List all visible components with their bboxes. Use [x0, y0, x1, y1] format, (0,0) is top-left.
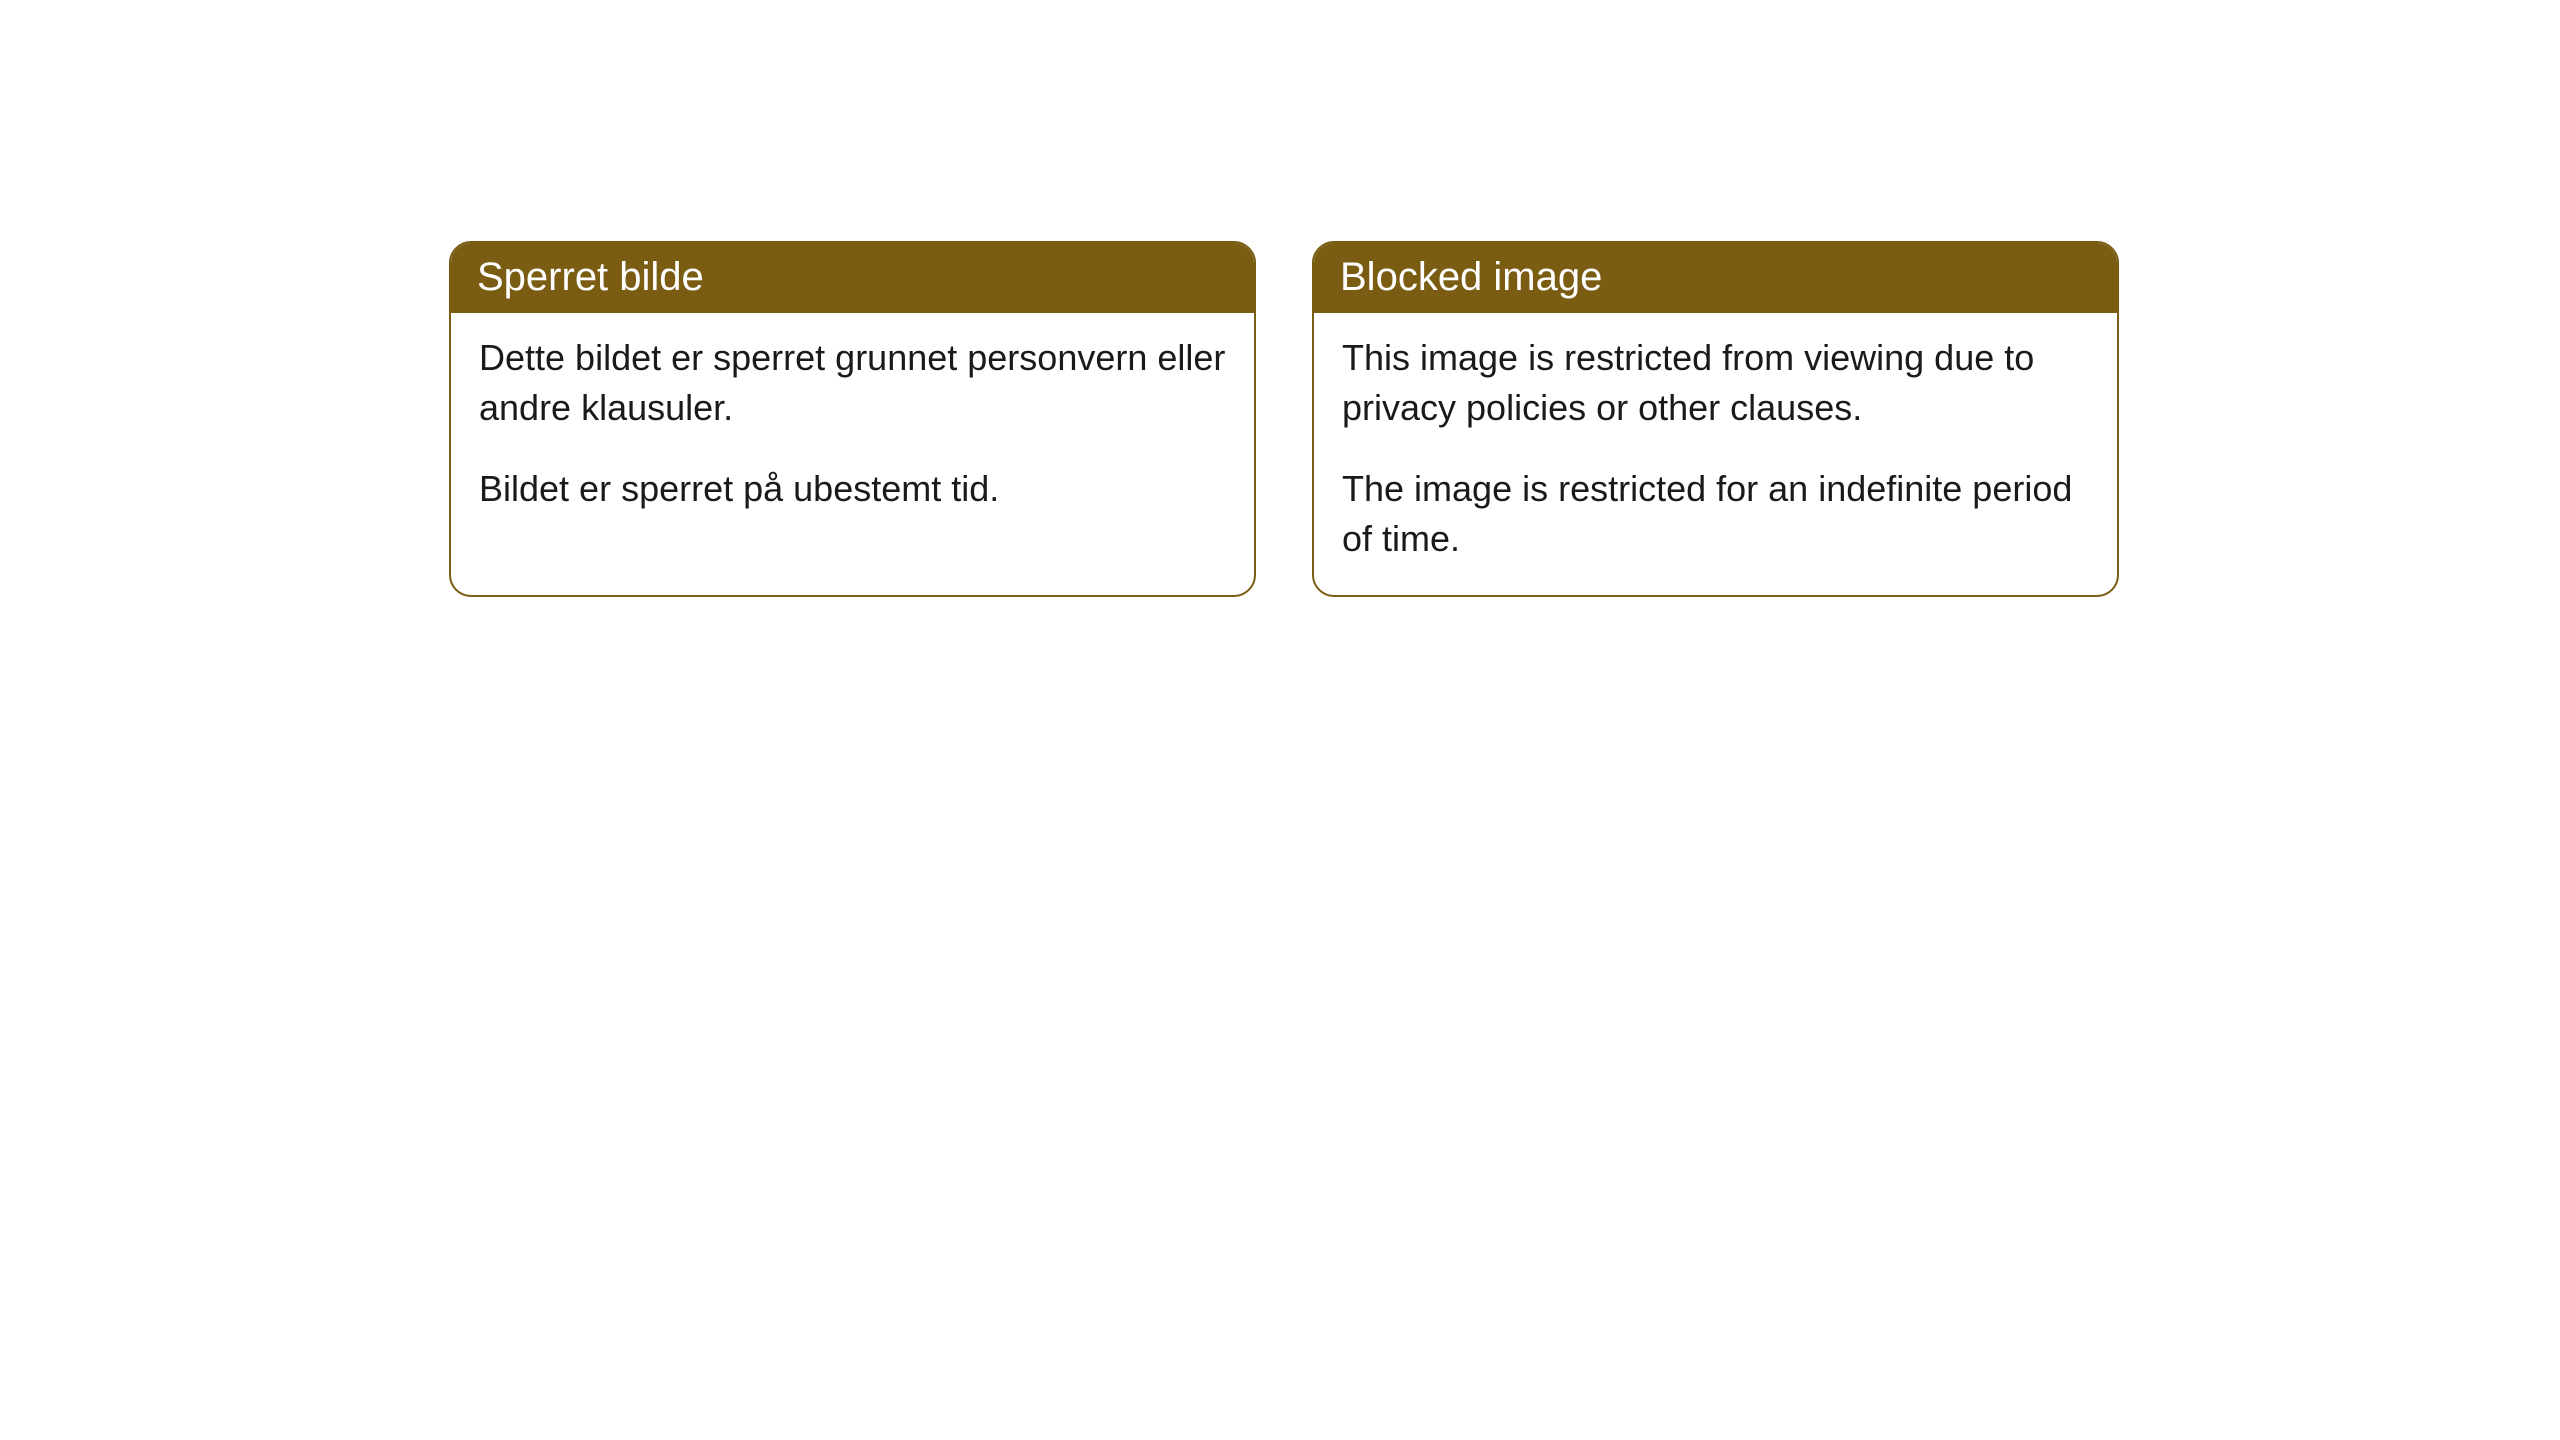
- card-title: Sperret bilde: [477, 255, 704, 299]
- card-paragraph: This image is restricted from viewing du…: [1342, 333, 2089, 434]
- cards-container: Sperret bilde Dette bildet er sperret gr…: [449, 241, 2119, 597]
- blocked-image-card-english: Blocked image This image is restricted f…: [1312, 241, 2119, 597]
- card-paragraph: The image is restricted for an indefinit…: [1342, 464, 2089, 565]
- card-body: Dette bildet er sperret grunnet personve…: [451, 313, 1254, 544]
- card-paragraph: Bildet er sperret på ubestemt tid.: [479, 464, 1226, 514]
- card-body: This image is restricted from viewing du…: [1314, 313, 2117, 595]
- card-title: Blocked image: [1340, 255, 1602, 299]
- card-header: Sperret bilde: [451, 243, 1254, 313]
- blocked-image-card-norwegian: Sperret bilde Dette bildet er sperret gr…: [449, 241, 1256, 597]
- card-paragraph: Dette bildet er sperret grunnet personve…: [479, 333, 1226, 434]
- card-header: Blocked image: [1314, 243, 2117, 313]
